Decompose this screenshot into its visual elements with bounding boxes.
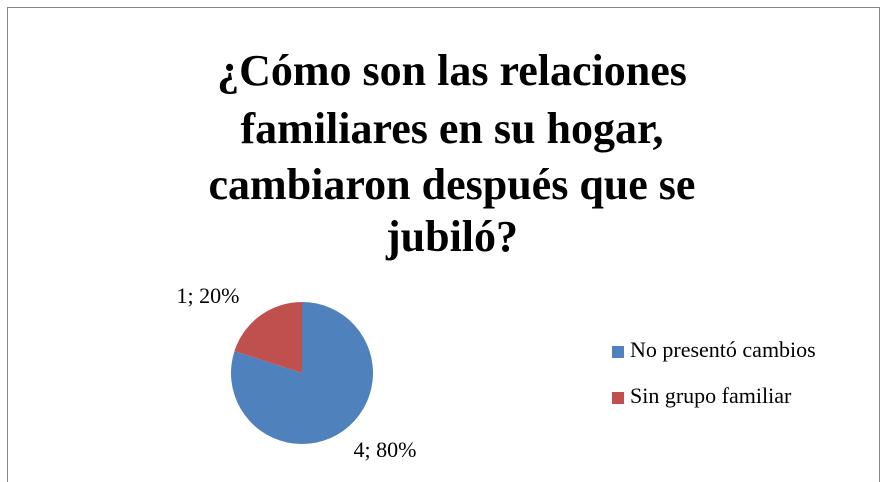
chart-title: jubiló? — [385, 212, 518, 261]
legend-swatch — [612, 346, 624, 358]
chart-title: familiares en su hogar, — [241, 104, 664, 153]
data-label: 4; 80% — [354, 437, 417, 462]
chart-frame — [7, 7, 880, 482]
legend-label: No presentó cambios — [630, 337, 816, 362]
legend-label: Sin grupo familiar — [630, 383, 792, 408]
chart-title: ¿Cómo son las relaciones — [217, 46, 687, 95]
chart-title: cambiaron después que se — [209, 160, 696, 209]
data-label: 1; 20% — [177, 283, 240, 308]
legend-swatch — [612, 392, 624, 404]
pie-slice — [234, 302, 302, 373]
